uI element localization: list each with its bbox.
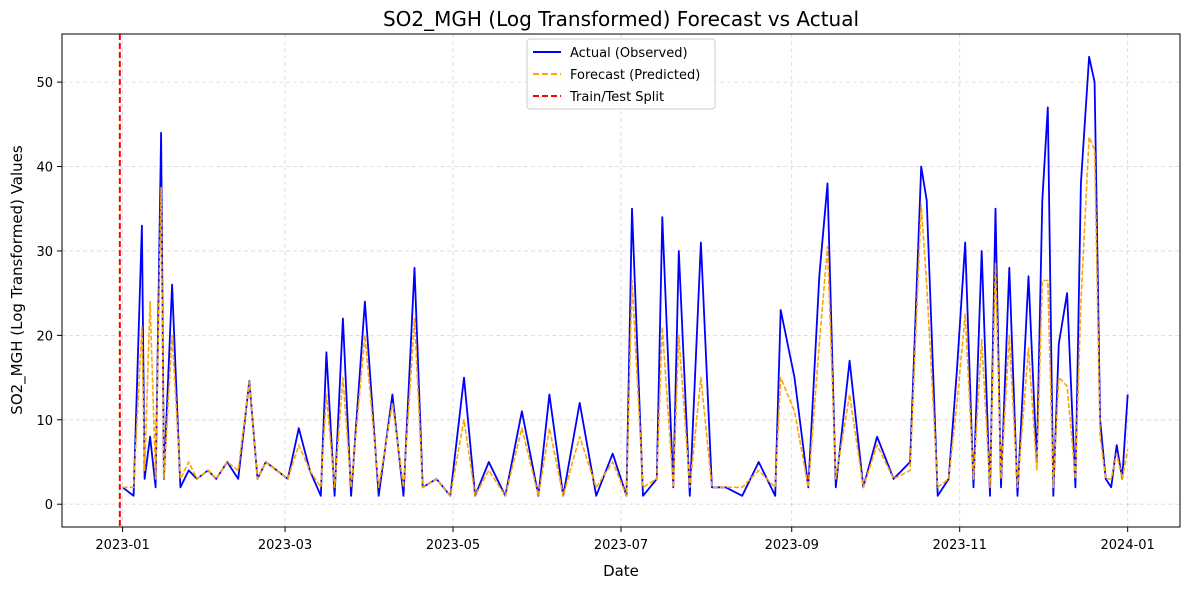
legend-label-forecast: Forecast (Predicted) [570, 68, 700, 83]
y-axis-label: SO2_MGH (Log Transformed) Values [8, 145, 27, 415]
x-tick-label: 2023-07 [594, 538, 648, 553]
x-tick-label: 2024-01 [1101, 538, 1155, 553]
y-tick-label: 20 [36, 329, 53, 344]
y-axis: 0 10 20 30 40 50 [36, 76, 62, 513]
y-tick-label: 10 [36, 414, 53, 429]
x-axis: 2023-01 2023-03 2023-05 2023-07 2023-09 2023-… [95, 527, 1155, 553]
x-tick-label: 2023-01 [95, 538, 149, 553]
legend-label-split: Train/Test Split [569, 90, 664, 105]
legend: Actual (Observed) Forecast (Predicted) T… [526, 38, 716, 110]
x-tick-label: 2023-09 [765, 538, 819, 553]
legend-label-actual: Actual (Observed) [570, 46, 688, 61]
x-axis-label: Date [603, 562, 639, 580]
legend-box [526, 38, 716, 110]
y-tick-label: 30 [36, 245, 53, 260]
x-tick-label: 2023-11 [933, 538, 987, 553]
x-tick-label: 2023-03 [258, 538, 312, 553]
y-tick-label: 50 [36, 76, 53, 91]
y-tick-label: 40 [36, 161, 53, 176]
y-tick-label: 0 [45, 498, 53, 513]
forecast-line [122, 136, 1129, 497]
series-layer [122, 55, 1129, 497]
x-tick-label: 2023-05 [426, 538, 480, 553]
chart-title: SO2_MGH (Log Transformed) Forecast vs Ac… [383, 7, 859, 31]
